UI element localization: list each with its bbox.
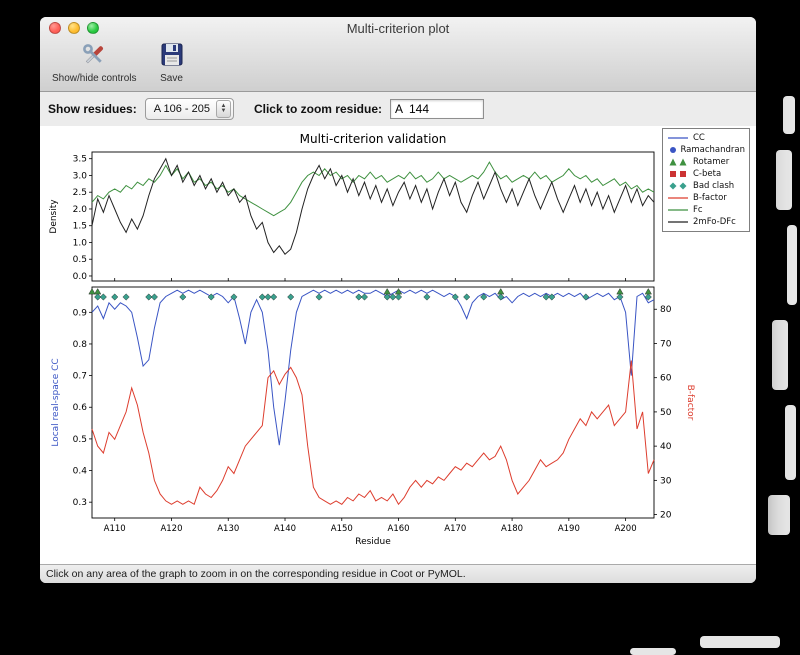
multi-criterion-chart[interactable]: Multi-criterion validation 0.0 0.5 1.0 1.5 2.… bbox=[42, 128, 749, 564]
svg-text:60: 60 bbox=[660, 374, 672, 384]
status-text: Click on any area of the graph to zoom i… bbox=[46, 568, 466, 580]
toolbar: Show/hide controls Save bbox=[40, 39, 756, 84]
screen-artifact bbox=[776, 150, 792, 210]
svg-text:2.5: 2.5 bbox=[73, 188, 87, 198]
svg-text:0.3: 0.3 bbox=[73, 498, 87, 508]
show-residues-value: A 106 - 205 bbox=[153, 103, 210, 115]
zoom-residue-label: Click to zoom residue: bbox=[253, 102, 382, 116]
svg-text:Local real-space CC: Local real-space CC bbox=[51, 358, 61, 446]
legend-line-swatch bbox=[668, 209, 688, 211]
legend-line-swatch bbox=[668, 221, 688, 223]
svg-text:0.5: 0.5 bbox=[73, 255, 87, 265]
legend-diamond-swatch bbox=[669, 182, 687, 190]
save-icon bbox=[159, 41, 185, 72]
svg-text:3.0: 3.0 bbox=[73, 171, 88, 181]
save-label: Save bbox=[160, 73, 183, 84]
svg-text:Multi-criterion validation: Multi-criterion validation bbox=[300, 132, 447, 146]
svg-text:3.5: 3.5 bbox=[73, 155, 87, 165]
legend-circle-swatch bbox=[670, 147, 676, 153]
svg-text:30: 30 bbox=[660, 476, 672, 486]
screen-artifact bbox=[783, 96, 795, 134]
svg-text:1.5: 1.5 bbox=[73, 222, 87, 232]
minimize-button[interactable] bbox=[68, 22, 80, 34]
screen-artifact bbox=[787, 225, 797, 305]
screen-artifact bbox=[630, 648, 676, 655]
legend-entry: CC bbox=[667, 132, 745, 144]
svg-text:2.0: 2.0 bbox=[73, 205, 88, 215]
zoom-residue-input[interactable] bbox=[390, 99, 484, 119]
popup-stepper-icon: ▲ ▼ bbox=[215, 100, 231, 118]
svg-text:1.0: 1.0 bbox=[73, 238, 88, 248]
svg-text:A190: A190 bbox=[558, 524, 580, 534]
show-residues-select[interactable]: A 106 - 205 ▲ ▼ bbox=[144, 98, 234, 120]
svg-text:20: 20 bbox=[660, 511, 672, 521]
svg-text:40: 40 bbox=[660, 442, 672, 452]
svg-text:A200: A200 bbox=[615, 524, 637, 534]
svg-text:A150: A150 bbox=[331, 524, 353, 534]
legend-entry: C-beta bbox=[667, 168, 745, 180]
window-title: Multi-criterion plot bbox=[346, 21, 450, 36]
legend-entry: B-factor bbox=[667, 192, 745, 204]
chart-legend: CC Ramachandran Rotamer C-beta Bad clash B-fa… bbox=[662, 128, 750, 232]
traffic-lights bbox=[49, 22, 99, 34]
legend-entry: Fc bbox=[667, 204, 745, 216]
show-hide-controls-button[interactable]: Show/hide controls bbox=[52, 41, 137, 84]
controls-row: Show residues: A 106 - 205 ▲ ▼ Click to z… bbox=[40, 92, 756, 127]
svg-text:B-factor: B-factor bbox=[685, 385, 695, 421]
legend-entry: Bad clash bbox=[667, 180, 745, 192]
svg-text:A180: A180 bbox=[501, 524, 523, 534]
legend-entry: Ramachandran bbox=[667, 144, 745, 156]
window-header: Multi-criterion plot S bbox=[40, 17, 756, 92]
svg-text:A170: A170 bbox=[444, 524, 466, 534]
screen-artifact bbox=[785, 405, 796, 480]
svg-text:80: 80 bbox=[660, 305, 672, 315]
svg-text:0.8: 0.8 bbox=[73, 340, 88, 350]
svg-text:0.5: 0.5 bbox=[73, 435, 87, 445]
legend-entry: 2mFo-DFc bbox=[667, 216, 745, 228]
save-button[interactable]: Save bbox=[159, 41, 185, 84]
screen-artifact bbox=[768, 495, 790, 535]
svg-text:A160: A160 bbox=[388, 524, 410, 534]
legend-triangle-swatch bbox=[669, 158, 687, 166]
svg-text:A110: A110 bbox=[104, 524, 126, 534]
tools-icon bbox=[80, 41, 108, 72]
titlebar[interactable]: Multi-criterion plot bbox=[40, 17, 756, 39]
legend-line-swatch bbox=[668, 137, 688, 139]
svg-text:50: 50 bbox=[660, 408, 672, 418]
close-button[interactable] bbox=[49, 22, 61, 34]
svg-text:A120: A120 bbox=[160, 524, 182, 534]
svg-text:0.4: 0.4 bbox=[73, 467, 88, 477]
status-bar: Click on any area of the graph to zoom i… bbox=[40, 564, 756, 583]
plot-region[interactable]: Multi-criterion validation 0.0 0.5 1.0 1.5 2.… bbox=[40, 126, 756, 565]
svg-text:A130: A130 bbox=[217, 524, 239, 534]
svg-text:0.9: 0.9 bbox=[73, 308, 88, 318]
svg-text:A140: A140 bbox=[274, 524, 296, 534]
svg-text:0.7: 0.7 bbox=[73, 372, 87, 382]
svg-text:0.6: 0.6 bbox=[73, 403, 88, 413]
svg-text:Residue: Residue bbox=[355, 537, 391, 547]
legend-entry: Rotamer bbox=[667, 156, 745, 168]
show-hide-controls-label: Show/hide controls bbox=[52, 73, 137, 84]
svg-text:Density: Density bbox=[49, 199, 59, 234]
screen-artifact bbox=[772, 320, 788, 390]
show-residues-label: Show residues: bbox=[48, 102, 137, 116]
zoom-window-button[interactable] bbox=[87, 22, 99, 34]
svg-text:0.0: 0.0 bbox=[73, 272, 88, 282]
legend-line-swatch bbox=[668, 197, 688, 199]
svg-text:70: 70 bbox=[660, 339, 672, 349]
screen-artifact bbox=[700, 636, 780, 648]
legend-square-swatch bbox=[670, 171, 686, 177]
multi-criterion-plot-window: Multi-criterion plot S bbox=[40, 17, 756, 583]
